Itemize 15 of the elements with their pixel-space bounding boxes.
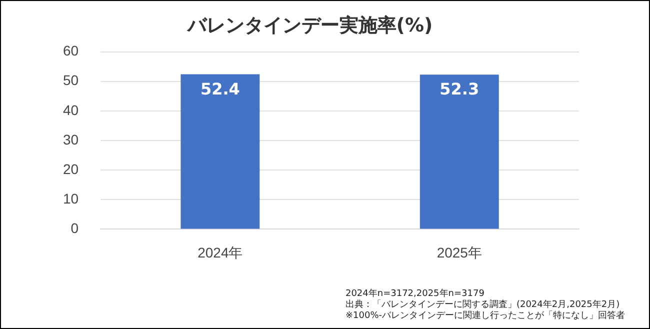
y-tick-label: 50 — [62, 72, 79, 88]
data-label: 52.3 — [440, 80, 480, 99]
y-tick-label: 20 — [62, 160, 79, 177]
x-tick-label: 2025年 — [436, 244, 482, 260]
data-label: 52.4 — [200, 79, 240, 98]
y-tick-label: 10 — [62, 190, 79, 206]
chart-title: バレンタインデー実施率(%) — [186, 14, 433, 36]
text: ※100%-バレンタインデーに関連し行ったことが「特になし」回答者 — [345, 311, 625, 322]
y-tick-label: 30 — [62, 131, 79, 148]
y-tick-label: 60 — [62, 42, 79, 59]
y-tick-label: 40 — [62, 102, 79, 118]
x-tick-label: 2024年 — [198, 244, 243, 260]
source-note: 出典：「バレンタインデーに関する調査」(2024年2月,2025年2月) — [345, 300, 621, 310]
y-tick-label: 0 — [70, 220, 79, 236]
text: 2024年n=3172,2025年n=3179 — [345, 289, 486, 300]
